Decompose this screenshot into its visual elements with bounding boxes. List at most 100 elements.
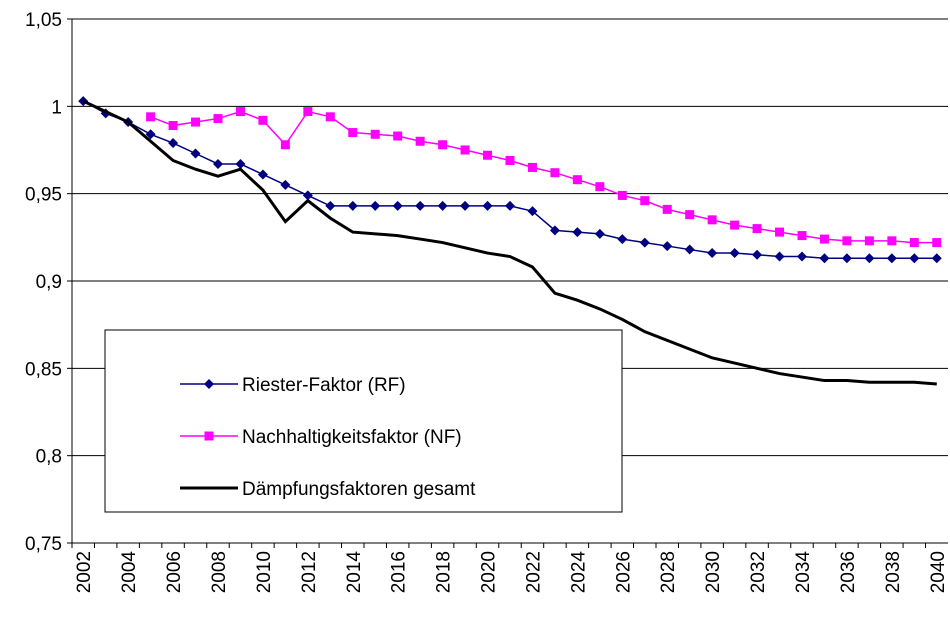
point — [909, 238, 919, 248]
point — [931, 253, 942, 264]
point — [684, 244, 695, 255]
point — [730, 220, 740, 230]
legend-box — [104, 329, 623, 513]
point — [572, 227, 583, 238]
point — [617, 234, 628, 245]
point — [887, 236, 897, 246]
point — [572, 175, 582, 185]
x-tick-label: 2038 — [883, 551, 904, 593]
point — [280, 179, 291, 190]
point — [909, 253, 920, 264]
point — [213, 114, 223, 124]
point — [640, 196, 650, 206]
x-tick-label: 2034 — [793, 551, 814, 594]
legend-label: Riester-Faktor (RF) — [242, 375, 406, 396]
point — [235, 107, 245, 117]
point — [393, 131, 403, 141]
point — [841, 253, 852, 264]
point — [707, 215, 717, 225]
y-tick-label: 1,05 — [25, 10, 62, 31]
point — [864, 236, 874, 246]
point — [145, 129, 156, 140]
y-tick-label: 0,85 — [25, 359, 62, 380]
point — [886, 253, 897, 264]
point — [168, 121, 178, 131]
point — [415, 200, 426, 211]
point — [213, 158, 223, 169]
point — [460, 145, 470, 155]
x-tick-label: 2032 — [748, 551, 769, 593]
point — [303, 107, 313, 117]
x-tick-label: 2006 — [164, 551, 185, 593]
point — [819, 253, 830, 264]
point — [819, 234, 829, 244]
x-tick-label: 2040 — [928, 551, 949, 593]
point — [752, 249, 763, 260]
y-tick-label: 0,95 — [25, 185, 62, 206]
point — [685, 210, 695, 220]
point — [505, 155, 515, 165]
point — [595, 182, 605, 192]
x-tick-label: 2010 — [254, 551, 275, 593]
point — [549, 225, 560, 236]
point — [483, 150, 493, 160]
point — [257, 169, 268, 180]
point — [460, 200, 471, 211]
legend: Riester-Faktor (RF) Nachhaltigkeitsfaktor… — [104, 329, 623, 513]
point — [594, 228, 605, 239]
legend-label: Dämpfungsfaktoren gesamt — [242, 479, 476, 500]
point — [347, 200, 358, 211]
x-tick-label: 2028 — [658, 551, 679, 593]
point — [146, 112, 156, 122]
series-line — [82, 100, 937, 260]
point — [191, 117, 201, 127]
legend-marker — [204, 379, 214, 389]
x-tick-label: 2002 — [74, 551, 95, 593]
point — [392, 200, 403, 211]
y-tick-label: 0,75 — [25, 534, 62, 555]
point — [348, 128, 358, 138]
point — [729, 248, 740, 259]
point — [662, 204, 672, 214]
point — [437, 200, 448, 211]
series-line — [82, 99, 937, 386]
point — [775, 227, 785, 237]
point — [842, 236, 852, 246]
point — [325, 200, 336, 211]
x-tick-label: 2014 — [344, 551, 365, 594]
point — [662, 241, 673, 252]
point — [168, 138, 179, 149]
legend-marker — [204, 431, 214, 441]
point — [190, 148, 201, 159]
x-tick-label: 2018 — [434, 551, 455, 593]
x-tick-label: 2008 — [209, 551, 230, 593]
y-tick-label: 0,9 — [36, 272, 62, 293]
x-tick-label: 2016 — [389, 551, 410, 593]
legend-label: Nachhaltigkeitsfaktor (NF) — [242, 427, 462, 448]
point — [932, 238, 942, 248]
point — [258, 115, 268, 125]
point — [438, 140, 448, 150]
point — [639, 237, 650, 248]
point — [415, 136, 425, 146]
x-tick-label: 2020 — [479, 551, 500, 593]
point — [482, 200, 493, 211]
point — [707, 248, 718, 259]
point — [280, 140, 290, 150]
point — [864, 253, 875, 264]
point — [617, 190, 627, 200]
point — [370, 129, 380, 139]
point — [325, 112, 335, 122]
point — [505, 200, 515, 211]
point — [752, 224, 762, 234]
point — [527, 162, 537, 172]
x-tick-label: 2022 — [523, 551, 544, 593]
y-tick-label: 1 — [51, 97, 62, 118]
x-tick-label: 2004 — [119, 551, 140, 594]
x-tick-label: 2026 — [613, 551, 634, 593]
point — [550, 168, 560, 178]
point — [370, 200, 381, 211]
point — [774, 251, 785, 262]
x-tick-label: 2024 — [568, 551, 589, 594]
